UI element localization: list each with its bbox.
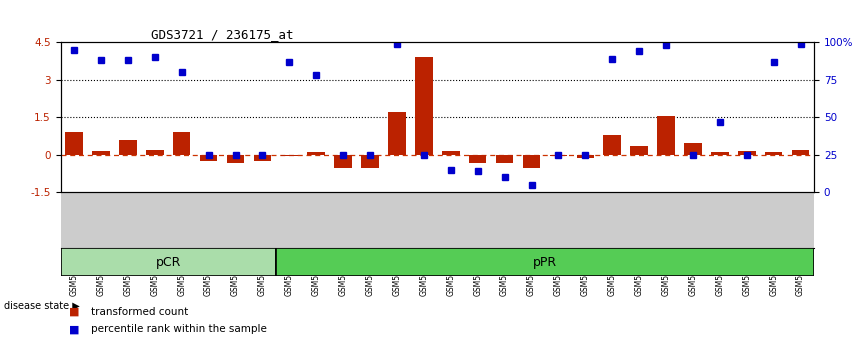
Bar — [254, 155, 271, 161]
Bar — [146, 150, 164, 155]
Bar — [738, 151, 755, 155]
Bar — [657, 116, 675, 155]
Bar — [276, 248, 814, 276]
Bar — [711, 152, 728, 155]
Bar — [65, 132, 83, 155]
Text: transformed count: transformed count — [91, 307, 188, 316]
Text: disease state ▶: disease state ▶ — [4, 301, 80, 311]
Text: ■: ■ — [69, 307, 80, 316]
Bar — [630, 146, 648, 155]
Bar — [173, 132, 191, 155]
Bar — [442, 151, 460, 155]
Bar — [227, 155, 244, 163]
Bar — [469, 155, 487, 163]
Bar — [577, 155, 594, 158]
Text: pPR: pPR — [533, 256, 557, 269]
Text: ■: ■ — [69, 324, 80, 334]
Bar — [792, 150, 810, 155]
Bar — [523, 155, 540, 169]
Bar — [765, 152, 782, 155]
Bar — [307, 152, 325, 155]
Bar — [93, 151, 110, 155]
Bar — [604, 135, 621, 155]
Bar — [550, 155, 567, 156]
Text: pCR: pCR — [156, 256, 181, 269]
Bar — [281, 155, 298, 156]
Text: GDS3721 / 236175_at: GDS3721 / 236175_at — [151, 28, 294, 41]
Bar — [496, 155, 514, 163]
Bar — [415, 57, 433, 155]
Bar — [361, 155, 378, 169]
Bar — [61, 248, 276, 276]
Bar — [388, 112, 405, 155]
Bar — [684, 143, 701, 155]
Bar — [200, 155, 217, 161]
Text: percentile rank within the sample: percentile rank within the sample — [91, 324, 267, 334]
Bar — [334, 155, 352, 169]
Bar — [120, 140, 137, 155]
